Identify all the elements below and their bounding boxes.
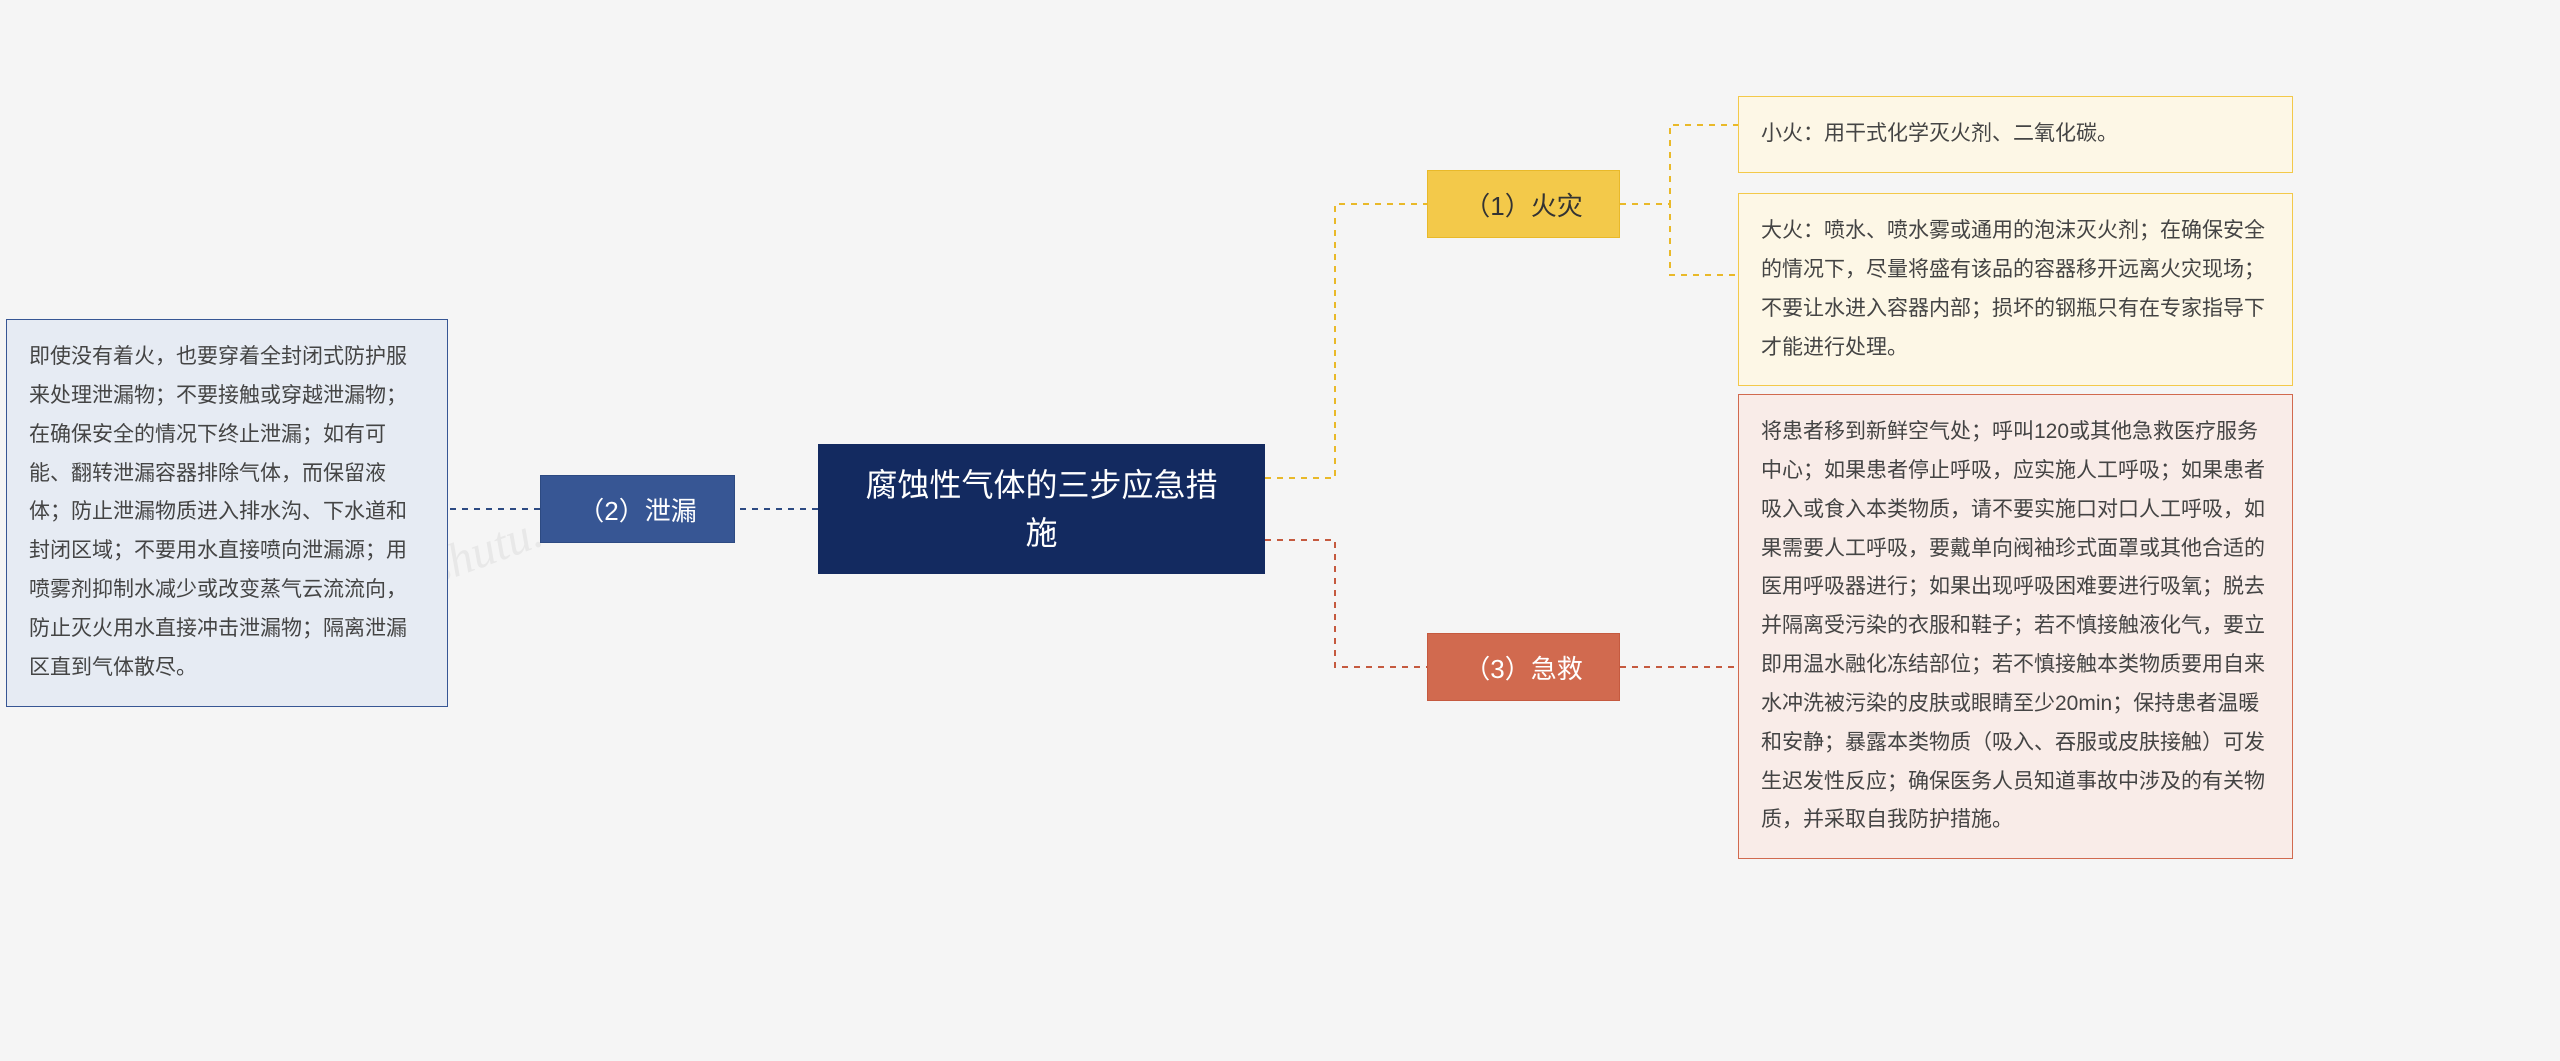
edge-fire-leaf1: [1620, 125, 1738, 204]
branch-leak: （2）泄漏: [540, 475, 735, 543]
leaf-fire-small: 小火：用干式化学灭火剂、二氧化碳。: [1738, 96, 2293, 173]
leaf-aid: 将患者移到新鲜空气处；呼叫120或其他急救医疗服务中心；如果患者停止呼吸，应实施…: [1738, 394, 2293, 859]
leaf-fire-large: 大火：喷水、喷水雾或通用的泡沫灭火剂；在确保安全的情况下，尽量将盛有该品的容器移…: [1738, 193, 2293, 386]
leaf-leak: 即使没有着火，也要穿着全封闭式防护服来处理泄漏物；不要接触或穿越泄漏物；在确保安…: [6, 319, 448, 707]
branch-fire: （1）火灾: [1427, 170, 1620, 238]
edge-fire-leaf2: [1620, 204, 1738, 275]
edge-center-aid: [1265, 540, 1427, 667]
edge-center-fire: [1265, 204, 1427, 478]
branch-aid: （3）急救: [1427, 633, 1620, 701]
center-node: 腐蚀性气体的三步应急措 施: [818, 444, 1265, 574]
